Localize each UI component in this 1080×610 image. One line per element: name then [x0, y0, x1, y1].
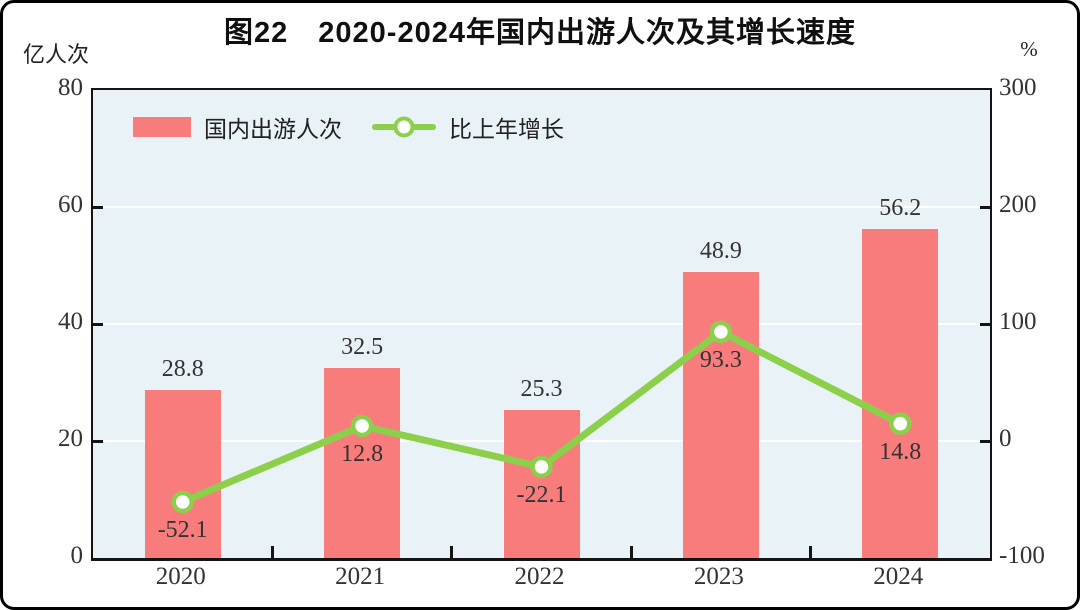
line-marker-icon [393, 116, 415, 138]
right-axis-label-200: 200 [999, 191, 1037, 218]
left-axis-tick-40 [93, 322, 103, 326]
right-axis-label--100: -100 [999, 542, 1045, 569]
bar-value-label-2020: 28.8 [161, 355, 204, 382]
bar-value-label-2024: 56.2 [879, 195, 922, 222]
bar-value-label-2021: 32.5 [341, 333, 384, 360]
left-axis-tick-60 [93, 205, 103, 209]
chart-title: 图22 2020-2024年国内出游人次及其增长速度 [224, 17, 856, 49]
legend-item-bar-series: 国内出游人次 [133, 110, 342, 144]
plot-area: 国内出游人次 比上年增长 28.8 32.5 25.3 48.9 56.2 -52.1 12… [91, 88, 992, 561]
growth-line-layer [171, 320, 912, 514]
bar-2022 [503, 410, 580, 558]
bar-series-label: 国内出游人次 [204, 117, 342, 142]
line-point-2020 [171, 490, 194, 514]
right-axis-label-0: 0 [999, 425, 1012, 452]
bar-series-swatch [133, 117, 191, 137]
line-series-swatch [372, 116, 436, 138]
bar-2021 [324, 367, 401, 558]
x-axis-tick-2 [450, 546, 454, 558]
line-point-2024 [889, 412, 912, 435]
line-value-label-2020: -52.1 [157, 516, 208, 543]
left-axis-label-80: 80 [58, 74, 83, 101]
line-value-label-2022: -22.1 [516, 481, 567, 508]
left-axis-label-0: 0 [70, 542, 84, 569]
x-axis-label-2021: 2021 [335, 563, 386, 590]
line-value-label-2023: 93.3 [699, 346, 742, 373]
legend: 国内出游人次 比上年增长 [133, 110, 564, 144]
right-axis-tick-40 [980, 322, 990, 326]
line-point-2021 [350, 414, 374, 438]
left-axis-unit: 亿人次 [22, 42, 89, 67]
line-point-2022 [530, 455, 553, 479]
bar-2023 [682, 271, 759, 558]
bar-value-label-2022: 25.3 [520, 375, 563, 402]
x-axis-label-2023: 2023 [693, 563, 744, 590]
left-axis-label-20: 20 [58, 425, 83, 452]
left-axis-label-40: 40 [58, 308, 83, 335]
bar-2020 [144, 389, 221, 558]
right-axis-unit: % [1020, 37, 1038, 61]
bar-2024 [862, 229, 939, 558]
x-axis-label-2020: 2020 [155, 563, 206, 590]
line-series-label: 比上年增长 [449, 117, 564, 142]
x-axis-tick-3 [629, 546, 633, 558]
bar-value-label-2023: 48.9 [699, 237, 742, 264]
right-axis-tick-60 [980, 205, 990, 209]
gridline-60 [93, 206, 990, 208]
x-axis-label-2024: 2024 [873, 563, 924, 590]
x-axis-tick-1 [270, 546, 274, 558]
right-axis-label-100: 100 [999, 308, 1037, 335]
right-axis-label-300: 300 [999, 74, 1037, 101]
left-axis-label-60: 60 [58, 191, 83, 218]
x-axis-label-2022: 2022 [514, 563, 565, 590]
gridline-40 [93, 323, 990, 325]
line-value-label-2024: 14.8 [879, 438, 922, 465]
legend-item-line-series: 比上年增长 [372, 110, 564, 144]
line-point-2023 [709, 320, 733, 344]
left-axis-tick-20 [93, 439, 103, 443]
right-axis-tick-20 [980, 439, 990, 443]
line-value-label-2021: 12.8 [341, 441, 384, 468]
x-axis-tick-4 [809, 546, 813, 558]
